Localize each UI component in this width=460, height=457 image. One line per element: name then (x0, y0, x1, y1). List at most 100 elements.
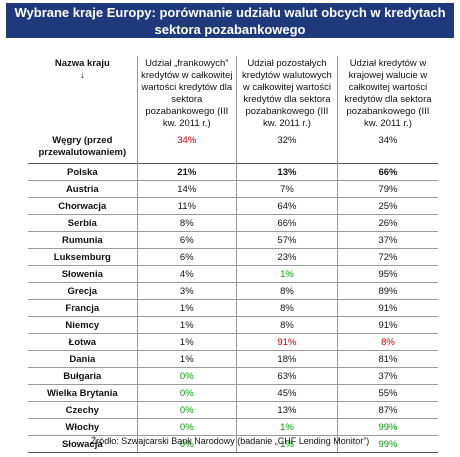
chf-share-value: 14% (136, 180, 237, 198)
table-row: Grecja 3% 8% 89% (28, 282, 438, 300)
title-line-1: Wybrane kraje Europy: porównanie udziału… (14, 5, 446, 20)
table-row: Słowenia 4% 1% 95% (28, 265, 438, 283)
local-currency-share-value: 34% (336, 132, 438, 164)
chf-share-value: 0% (136, 435, 237, 453)
local-currency-share-value: 99% (336, 418, 438, 436)
country-name: Francja (28, 299, 138, 317)
country-name: Austria (28, 180, 138, 198)
country-name: Słowenia (28, 265, 138, 283)
local-currency-share-value: 37% (336, 367, 438, 385)
table-row: Dania 1% 18% 81% (28, 350, 438, 368)
chf-share-value: 0% (136, 384, 237, 402)
chf-share-value: 21% (136, 163, 237, 181)
country-name: Łotwa (28, 333, 138, 351)
local-currency-share-value: 79% (336, 180, 438, 198)
table-row: Niemcy 1% 8% 91% (28, 316, 438, 334)
chf-share-value: 0% (136, 418, 237, 436)
other-fx-share-value: 66% (235, 214, 338, 232)
other-fx-share-value: 91% (235, 333, 338, 351)
table-row: Austria 14% 7% 79% (28, 180, 438, 198)
table-row: Rumunia 6% 57% 37% (28, 231, 438, 249)
title-line-2: sektora pozabankowego (154, 22, 306, 37)
comparison-table: Nazwa kraju ↓ Udział „frankowych” kredyt… (28, 56, 438, 453)
country-name: Bułgaria (28, 367, 138, 385)
local-currency-share-value: 26% (336, 214, 438, 232)
chf-share-value: 4% (136, 265, 237, 283)
country-name: Rumunia (28, 231, 138, 249)
other-fx-share-value: 8% (235, 316, 338, 334)
local-currency-share-value: 89% (336, 282, 438, 300)
other-fx-share-value: 13% (235, 163, 338, 181)
other-fx-share-value: 64% (235, 197, 338, 215)
local-currency-share-value: 87% (336, 401, 438, 419)
table-row: Luksemburg 6% 23% 72% (28, 248, 438, 266)
other-fx-share-value: 1% (235, 418, 338, 436)
other-fx-share-value: 23% (235, 248, 338, 266)
chf-share-value: 0% (136, 367, 237, 385)
header-chf-share: Udział „frankowych” kredytów w całkowite… (136, 56, 237, 132)
country-name: Węgry (przed przewalutowaniem) (38, 135, 127, 158)
other-fx-share-value: 45% (235, 384, 338, 402)
other-fx-share-value: 13% (235, 401, 338, 419)
chf-share-value: 1% (136, 316, 237, 334)
country-name: Słowacja (28, 435, 138, 453)
local-currency-share-value: 91% (336, 299, 438, 317)
header-local-currency-share: Udział kredytów w krajowej walucie w cał… (336, 56, 438, 132)
local-currency-share-value: 37% (336, 231, 438, 249)
header-country-label: Nazwa kraju (54, 58, 110, 69)
local-currency-share-value: 91% (336, 316, 438, 334)
other-fx-share-value: 57% (235, 231, 338, 249)
table-row-hungary: Węgry (przed przewalutowaniem) 34% 32% 3… (28, 132, 438, 164)
header-country: Nazwa kraju ↓ (28, 56, 137, 132)
chf-share-value: 1% (136, 299, 237, 317)
header-row: Nazwa kraju ↓ Udział „frankowych” kredyt… (28, 56, 438, 132)
country-name: Niemcy (28, 316, 138, 334)
other-fx-share-value: 63% (235, 367, 338, 385)
table-row: Chorwacja 11% 64% 25% (28, 197, 438, 215)
country-name: Polska (28, 163, 138, 181)
country-name: Dania (28, 350, 138, 368)
chf-share-value: 3% (136, 282, 237, 300)
country-name: Luksemburg (28, 248, 138, 266)
chf-share-value: 1% (136, 350, 237, 368)
table-body: Węgry (przed przewalutowaniem) 34% 32% 3… (28, 132, 438, 453)
local-currency-share-value: 72% (336, 248, 438, 266)
local-currency-share-value: 99% (336, 435, 438, 453)
other-fx-share-value: 7% (235, 180, 338, 198)
country-name: Chorwacja (28, 197, 138, 215)
table-row: Polska 21% 13% 66% (28, 163, 438, 181)
table-row: Bułgaria 0% 63% 37% (28, 367, 438, 385)
chf-share-value: 34% (136, 132, 237, 164)
other-fx-share-value: 18% (235, 350, 338, 368)
table-row: Łotwa 1% 91% 8% (28, 333, 438, 351)
source-note: Źródło: Szwajcarski Bank Narodowy (badan… (90, 436, 370, 446)
table-row: Serbia 8% 66% 26% (28, 214, 438, 232)
local-currency-share-value: 55% (336, 384, 438, 402)
local-currency-share-value: 95% (336, 265, 438, 283)
chf-share-value: 8% (136, 214, 237, 232)
chf-share-value: 6% (136, 231, 237, 249)
table-row: Czechy 0% 13% 87% (28, 401, 438, 419)
country-name: Serbia (28, 214, 138, 232)
country-name: Włochy (28, 418, 138, 436)
country-name: Wielka Brytania (28, 384, 138, 402)
table-row: Włochy 0% 1% 99% (28, 418, 438, 436)
table-title: Wybrane kraje Europy: porównanie udziału… (6, 3, 454, 38)
country-name: Czechy (28, 401, 138, 419)
table-row: Francja 1% 8% 91% (28, 299, 438, 317)
local-currency-share-value: 25% (336, 197, 438, 215)
local-currency-share-value: 81% (336, 350, 438, 368)
header-other-fx-share: Udział pozostałych kredytów walutowych w… (235, 56, 338, 132)
local-currency-share-value: 8% (336, 333, 438, 351)
other-fx-share-value: 8% (235, 282, 338, 300)
other-fx-share-value: 32% (235, 132, 338, 164)
other-fx-share-value: 1% (235, 435, 338, 453)
country-name: Grecja (28, 282, 138, 300)
chf-share-value: 0% (136, 401, 237, 419)
local-currency-share-value: 66% (336, 163, 438, 181)
chf-share-value: 11% (136, 197, 237, 215)
other-fx-share-value: 1% (235, 265, 338, 283)
other-fx-share-value: 8% (235, 299, 338, 317)
table-row: Wielka Brytania 0% 45% 55% (28, 384, 438, 402)
